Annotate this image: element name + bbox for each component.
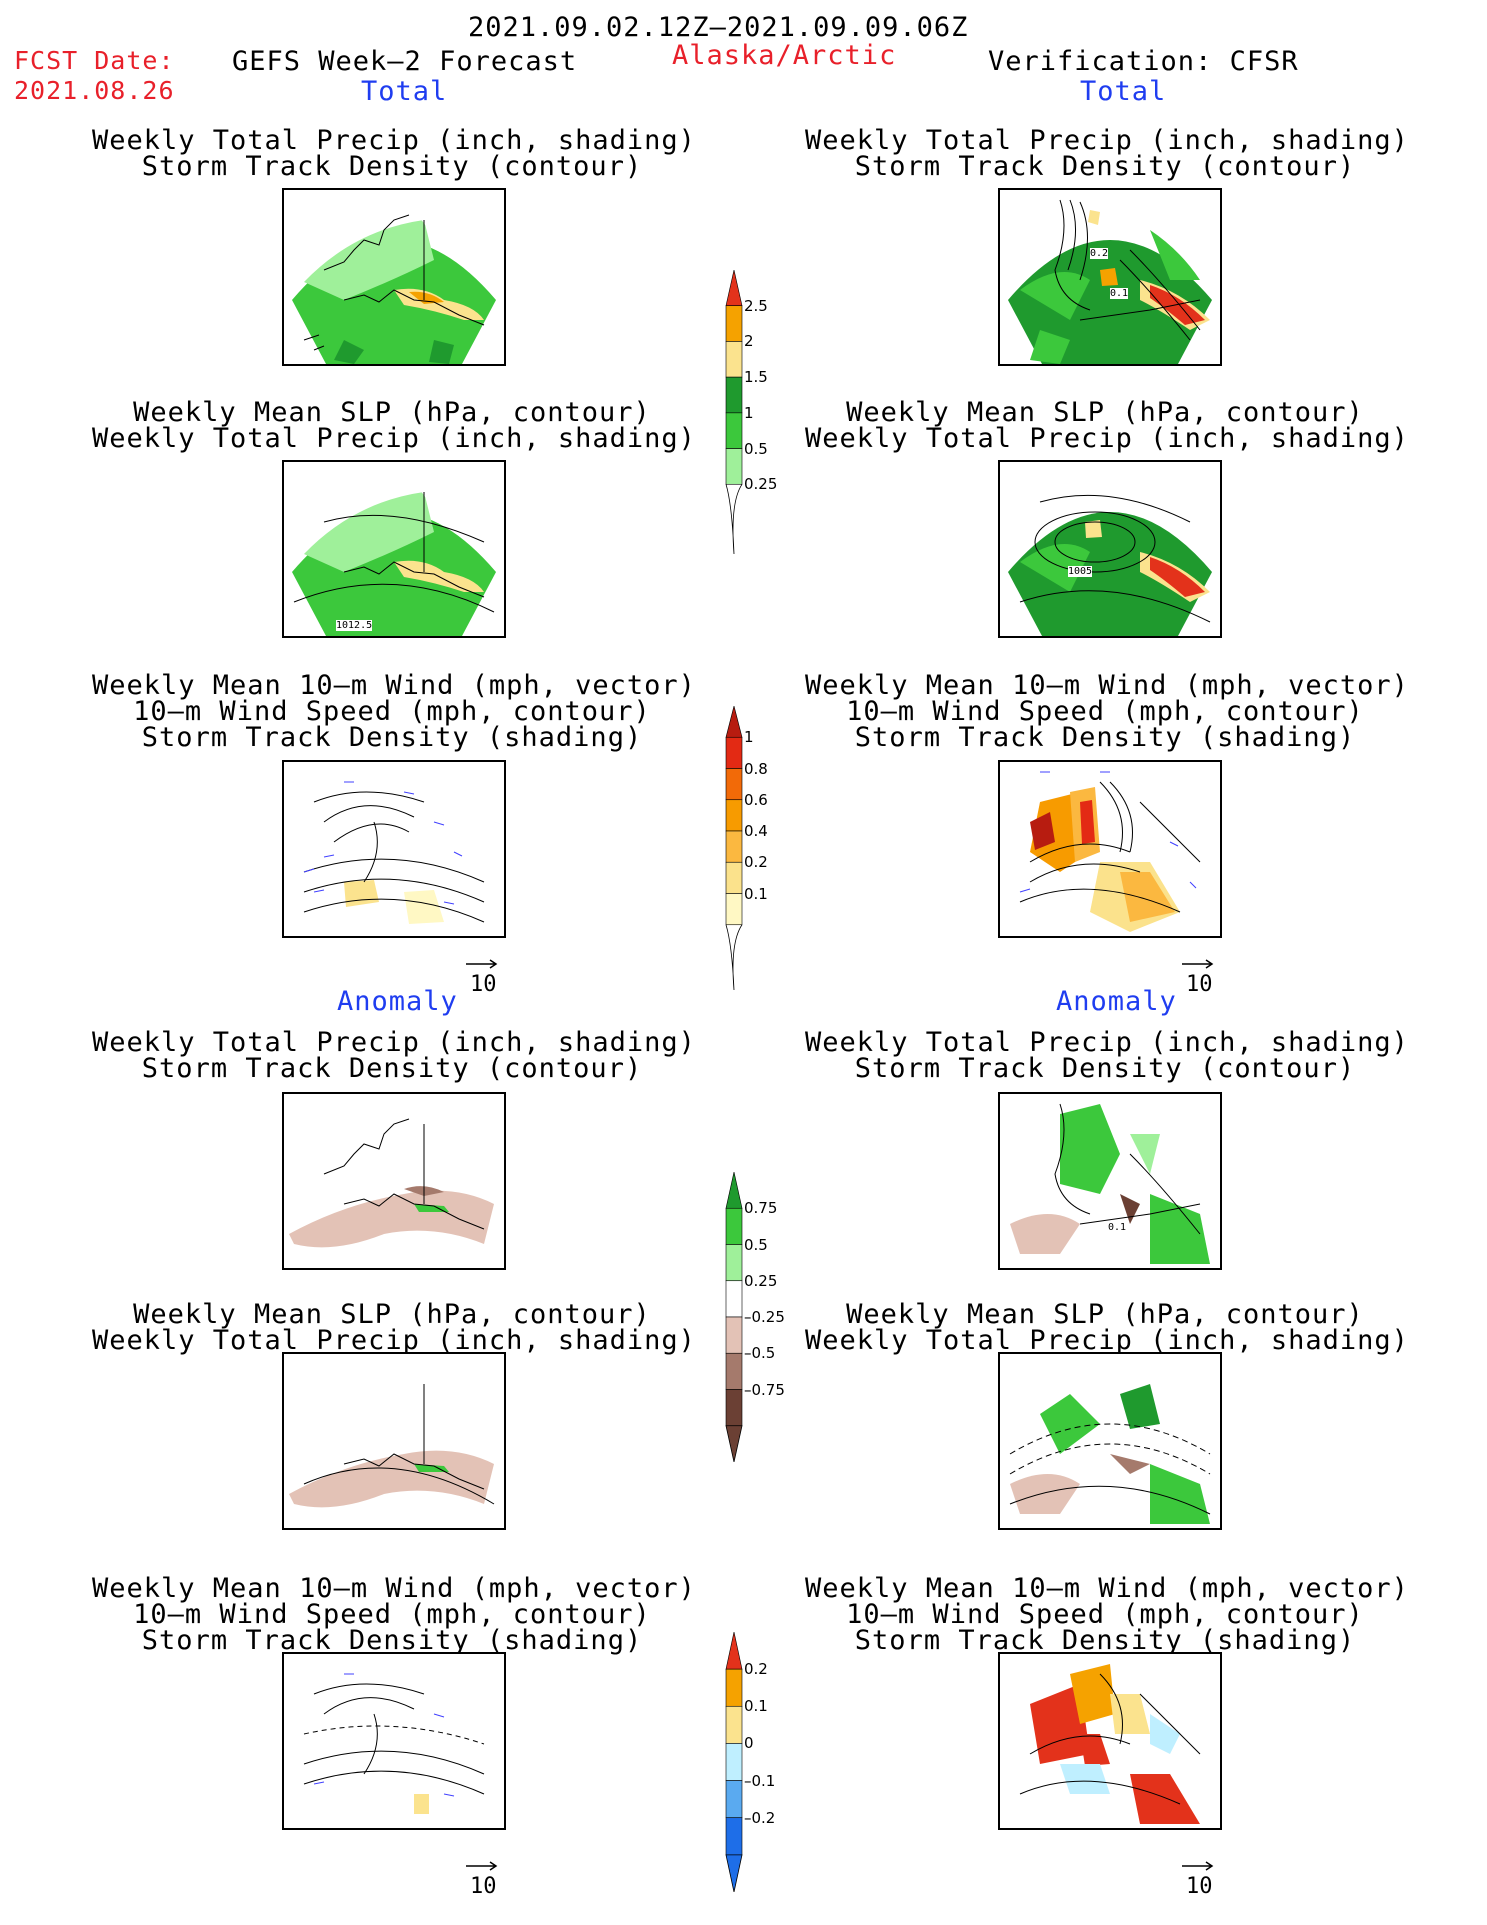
colorbar-tick-label: 0.2 bbox=[744, 1660, 768, 1679]
map-fcst-total-wind bbox=[282, 760, 506, 938]
map-obs-total-slp: 1005 bbox=[998, 460, 1222, 638]
colorbar-tick-label: –0.2 bbox=[744, 1808, 776, 1827]
colorbar-tick-label: 0.25 bbox=[744, 475, 778, 494]
map-obs-anom-precip: 0.1 bbox=[998, 1092, 1222, 1270]
fcst-date-label: FCST Date: bbox=[14, 46, 175, 75]
map-obs-anom-wind bbox=[998, 1652, 1222, 1830]
title-fcst-total-slp: Weekly Mean SLP (hPa, contour) Weekly To… bbox=[92, 397, 696, 454]
map-fcst-anom-slp bbox=[282, 1352, 506, 1530]
colorbar-tick-label: 0.75 bbox=[744, 1199, 778, 1218]
colorbar-track-total: 1 0.8 0.6 0.4 0.2 0.1 bbox=[722, 705, 802, 996]
colorbar-swatch bbox=[725, 1780, 743, 1819]
colorbar-swatch bbox=[725, 448, 743, 485]
colorbar-tick-label: 2 bbox=[744, 332, 754, 351]
section-total-right: Total bbox=[1080, 76, 1167, 107]
colorbar-swatch bbox=[725, 1817, 743, 1856]
colorbar-tick-label: 1 bbox=[744, 403, 754, 422]
colorbar-swatch bbox=[725, 341, 743, 378]
colorbar-tick-label: 0.1 bbox=[744, 1697, 768, 1716]
colorbar-cap bbox=[725, 484, 743, 555]
colorbar-tick-label: 0.8 bbox=[744, 759, 768, 778]
colorbar-tick-label: –0.75 bbox=[744, 1380, 785, 1399]
section-anomaly-right: Anomaly bbox=[1056, 986, 1177, 1017]
map-fcst-total-slp: 1012.5 bbox=[282, 460, 506, 638]
colorbar-cap bbox=[725, 1171, 743, 1209]
contour-label: 0.2 bbox=[1090, 248, 1109, 259]
title-fcst-total-precip: Weekly Total Precip (inch, shading) Stor… bbox=[92, 125, 696, 182]
section-anomaly-left: Anomaly bbox=[337, 986, 458, 1017]
colorbar-swatch bbox=[725, 1316, 743, 1354]
title-obs-total-wind: Weekly Mean 10–m Wind (mph, vector) 10–m… bbox=[805, 670, 1409, 753]
title-obs-anom-slp: Weekly Mean SLP (hPa, contour) Weekly To… bbox=[805, 1299, 1409, 1356]
contour-label: 0.1 bbox=[1108, 1222, 1127, 1233]
colorbar-precip-anom: 0.75 0.5 0.25 –0.25 –0.5 –0.75 bbox=[722, 1171, 802, 1463]
colorbar-tick-label: 2.5 bbox=[744, 296, 768, 315]
colorbar-tick-label: 0.5 bbox=[744, 1235, 768, 1254]
map-obs-total-wind bbox=[998, 760, 1222, 938]
colorbar-tick-label: –0.1 bbox=[744, 1771, 776, 1790]
title-obs-anom-precip: Weekly Total Precip (inch, shading) Stor… bbox=[805, 1027, 1409, 1084]
colorbar-swatch bbox=[725, 1280, 743, 1318]
colorbar-swatch bbox=[725, 861, 743, 894]
colorbar-swatch bbox=[725, 305, 743, 342]
colorbar-swatch bbox=[725, 799, 743, 832]
colorbar-tick-label: 0.25 bbox=[744, 1271, 778, 1290]
title-fcst-total-wind: Weekly Mean 10–m Wind (mph, vector) 10–m… bbox=[92, 670, 696, 753]
title-fcst-anom-wind: Weekly Mean 10–m Wind (mph, vector) 10–m… bbox=[92, 1573, 696, 1656]
section-total-left: Total bbox=[361, 76, 448, 107]
colorbar-swatch bbox=[725, 893, 743, 926]
colorbar-tick-label: 0.2 bbox=[744, 853, 768, 872]
colorbar-tick-label: –0.5 bbox=[744, 1344, 776, 1363]
colorbar-swatch bbox=[725, 412, 743, 449]
map-fcst-anom-precip bbox=[282, 1092, 506, 1270]
map-obs-anom-slp bbox=[998, 1352, 1222, 1530]
map-obs-total-precip: 0.2 0.1 bbox=[998, 188, 1222, 366]
colorbar-swatch bbox=[725, 1207, 743, 1245]
colorbar-cap bbox=[725, 1854, 743, 1893]
title-obs-total-precip: Weekly Total Precip (inch, shading) Stor… bbox=[805, 125, 1409, 182]
verification-title: Verification: CFSR bbox=[988, 46, 1299, 77]
colorbar-tick-label: 1.5 bbox=[744, 368, 768, 387]
colorbar-swatch bbox=[725, 1668, 743, 1707]
contour-label: 1005 bbox=[1068, 566, 1093, 577]
colorbar-tick-label: 0.4 bbox=[744, 822, 768, 840]
valid-period: 2021.09.02.12Z–2021.09.09.06Z bbox=[468, 12, 969, 43]
colorbar-swatch bbox=[725, 736, 743, 769]
map-fcst-total-precip bbox=[282, 188, 506, 366]
colorbar-swatch bbox=[725, 1389, 743, 1427]
colorbar-cap bbox=[725, 1425, 743, 1463]
colorbar-tick-label: –0.25 bbox=[744, 1308, 785, 1326]
region-title: Alaska/Arctic bbox=[672, 40, 897, 71]
colorbar-cap bbox=[725, 269, 743, 307]
colorbar-swatch bbox=[725, 1705, 743, 1744]
colorbar-tick-label: 0 bbox=[744, 1734, 754, 1753]
colorbar-swatch bbox=[725, 1244, 743, 1282]
colorbar-swatch bbox=[725, 1352, 743, 1390]
colorbar-swatch bbox=[725, 1743, 743, 1781]
colorbar-track-anom: 0.2 0.1 0 –0.1 –0.2 bbox=[722, 1631, 802, 1893]
colorbar-swatch bbox=[725, 768, 743, 801]
colorbar-tick-label: 0.5 bbox=[744, 439, 768, 458]
title-fcst-anom-precip: Weekly Total Precip (inch, shading) Stor… bbox=[92, 1027, 696, 1084]
colorbar-tick-label: 0.6 bbox=[744, 790, 768, 809]
colorbar-precip-total: 2.5 2 1.5 1 0.5 0.25 bbox=[722, 269, 802, 560]
colorbar-tick-label: 1 bbox=[744, 728, 754, 747]
colorbar-cap bbox=[725, 1631, 743, 1670]
colorbar-swatch bbox=[725, 376, 743, 414]
contour-label: 1012.5 bbox=[336, 620, 373, 631]
map-fcst-anom-wind bbox=[282, 1652, 506, 1830]
title-obs-anom-wind: Weekly Mean 10–m Wind (mph, vector) 10–m… bbox=[805, 1573, 1409, 1656]
title-fcst-anom-slp: Weekly Mean SLP (hPa, contour) Weekly To… bbox=[92, 1299, 696, 1356]
title-obs-total-slp: Weekly Mean SLP (hPa, contour) Weekly To… bbox=[805, 397, 1409, 454]
colorbar-cap bbox=[725, 924, 743, 991]
colorbar-cap bbox=[725, 705, 743, 738]
forecast-title: GEFS Week–2 Forecast bbox=[232, 46, 578, 77]
colorbar-swatch bbox=[725, 830, 743, 863]
colorbar-tick-label: 0.1 bbox=[744, 884, 768, 903]
contour-label: 0.1 bbox=[1110, 288, 1129, 299]
fcst-date-value: 2021.08.26 bbox=[14, 76, 175, 105]
